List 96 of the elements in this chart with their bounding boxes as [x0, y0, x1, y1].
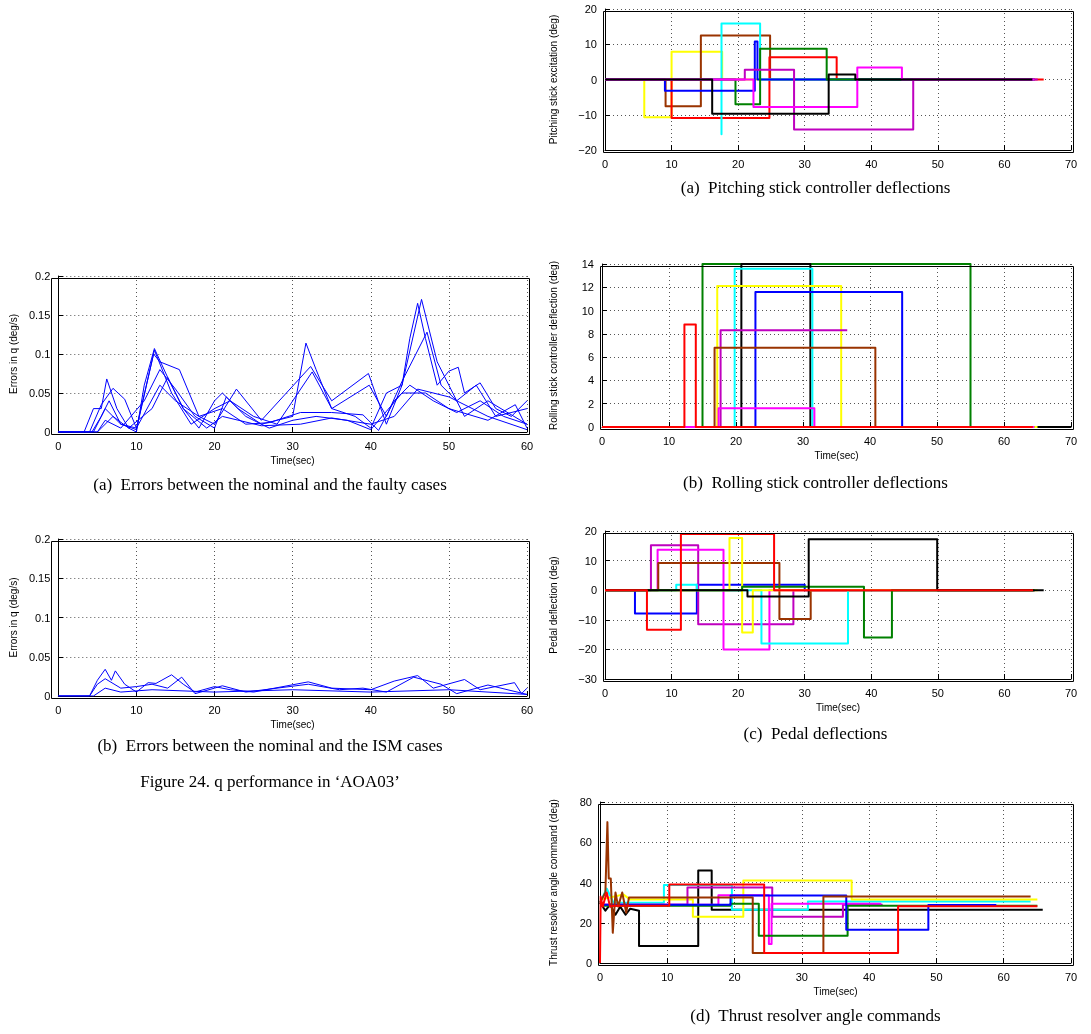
- x-tick-label: 0: [598, 434, 606, 447]
- x-tick-label: 30: [796, 434, 810, 447]
- y-axis-title: Rolling stick controller deflection (deg): [547, 261, 559, 430]
- y-tick-label: 0.1: [35, 611, 51, 624]
- x-tick-label: 30: [795, 970, 808, 983]
- y-tick-label: 0.05: [28, 650, 51, 663]
- y-tick-label: −20: [578, 643, 597, 656]
- y-tick-label: 20: [584, 525, 597, 537]
- x-tick-label: 30: [798, 686, 811, 699]
- x-tick-label: 70: [1064, 970, 1078, 983]
- x-tick-label: 40: [364, 703, 377, 716]
- x-tick-label: 20: [729, 434, 743, 447]
- x-tick-label: 10: [130, 703, 143, 716]
- y-axis-title: Thrust resolver angle command (deg): [547, 799, 559, 966]
- y-tick-label: 10: [584, 554, 597, 567]
- y-tick-label: 0.2: [35, 533, 51, 545]
- x-tick-label: 30: [798, 157, 811, 170]
- y-axis-title: Errors in q (deg/s): [7, 313, 19, 395]
- x-tick-label: 50: [930, 434, 944, 447]
- x-tick-label: 60: [997, 970, 1010, 983]
- y-tick-label: 0.2: [35, 270, 51, 282]
- x-tick-label: 0: [55, 703, 62, 716]
- caption: Figure 24. q performance in ‘AOA03’: [140, 772, 400, 791]
- y-tick-label: 80: [579, 796, 592, 808]
- y-tick-label: 0: [590, 73, 597, 86]
- y-tick-label: 0.15: [28, 572, 51, 585]
- y-tick-label: 60: [579, 836, 592, 849]
- x-tick-label: 40: [865, 686, 878, 699]
- x-tick-label: 50: [931, 686, 944, 699]
- y-tick-label: 40: [579, 876, 592, 889]
- x-axis-title: Time(sec): [270, 719, 315, 731]
- x-tick-label: 40: [863, 434, 877, 447]
- x-axis-title: Time(sec): [815, 702, 861, 714]
- x-tick-label: 10: [665, 686, 678, 699]
- y-tick-label: 10: [584, 38, 597, 51]
- text: (d) Thrust resolver angle commands: [690, 1006, 941, 1025]
- text: (c) Pedal deflections: [743, 724, 888, 743]
- y-tick-label: 0: [587, 421, 594, 433]
- x-tick-label: 60: [520, 703, 534, 716]
- x-tick-label: 20: [728, 970, 741, 983]
- y-tick-label: 2: [587, 397, 594, 410]
- y-tick-label: 12: [581, 281, 594, 294]
- x-tick-label: 60: [998, 686, 1011, 699]
- x-tick-label: 20: [732, 157, 745, 170]
- x-tick-label: 60: [520, 439, 534, 452]
- x-tick-label: 50: [442, 439, 456, 452]
- x-axis-title: Time(sec): [270, 455, 315, 467]
- y-tick-label: 14: [581, 258, 594, 270]
- text: (a) Errors between the nominal and the faulty cases: [93, 475, 447, 494]
- y-tick-label: 0: [44, 426, 51, 438]
- x-tick-label: 70: [1064, 434, 1078, 447]
- x-tick-label: 50: [931, 157, 944, 170]
- y-tick-label: 20: [584, 3, 597, 15]
- x-axis-title: Time(sec): [814, 450, 859, 462]
- y-tick-label: 0: [590, 584, 597, 597]
- x-tick-label: 0: [55, 439, 62, 452]
- text: (b) Errors between the nominal and the ISM cases: [97, 736, 443, 755]
- y-tick-label: −10: [578, 613, 597, 626]
- x-tick-label: 10: [130, 439, 143, 452]
- y-tick-label: 0: [585, 957, 592, 969]
- text: (b) Rolling stick controller deflections: [683, 473, 948, 492]
- y-tick-label: −30: [578, 673, 597, 685]
- x-axis-title: Time(sec): [813, 986, 858, 998]
- x-tick-label: 60: [997, 434, 1011, 447]
- x-tick-label: 10: [662, 434, 676, 447]
- x-tick-label: 20: [732, 686, 745, 699]
- x-tick-label: 10: [665, 157, 678, 170]
- x-tick-label: 60: [998, 157, 1011, 170]
- y-tick-label: 6: [587, 351, 594, 364]
- x-tick-label: 0: [601, 157, 609, 170]
- text: (a) Pitching stick controller deflections: [680, 178, 951, 197]
- x-tick-label: 70: [1064, 157, 1078, 170]
- x-tick-label: 50: [930, 970, 943, 983]
- x-tick-label: 70: [1064, 686, 1078, 699]
- x-tick-label: 0: [601, 686, 609, 699]
- y-tick-label: 0.15: [28, 309, 51, 321]
- x-tick-label: 50: [442, 703, 456, 716]
- y-axis-title: Pedal deflection (deg): [547, 556, 559, 654]
- x-tick-label: 30: [286, 439, 299, 452]
- y-axis-title: Errors in q (deg/s): [7, 577, 19, 658]
- x-tick-label: 40: [364, 439, 377, 452]
- y-axis-title: Pitching stick excitation (deg): [547, 14, 559, 145]
- y-tick-label: 0.05: [28, 387, 51, 399]
- x-tick-label: 40: [863, 970, 876, 983]
- y-tick-label: 10: [581, 304, 594, 317]
- x-tick-label: 30: [286, 703, 299, 716]
- x-tick-label: 20: [208, 703, 221, 716]
- y-tick-label: 4: [587, 374, 594, 387]
- x-tick-label: 20: [208, 439, 221, 452]
- y-tick-label: 0.1: [35, 348, 51, 360]
- y-tick-label: −20: [578, 144, 597, 156]
- y-tick-label: 20: [579, 916, 592, 929]
- y-tick-label: −10: [578, 108, 597, 121]
- x-tick-label: 10: [661, 970, 674, 983]
- x-tick-label: 40: [865, 157, 878, 170]
- y-tick-label: 8: [587, 327, 594, 340]
